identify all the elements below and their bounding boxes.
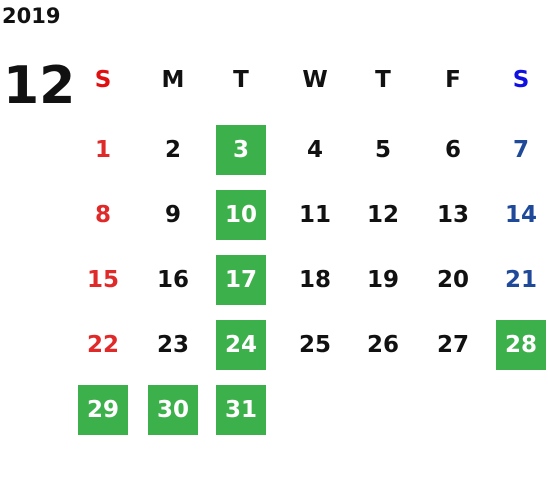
highlighted-day: 28 [496, 320, 546, 370]
day: 13 [436, 202, 469, 228]
month: 12 [3, 56, 76, 116]
weekday-header: S [94, 67, 112, 93]
day: 22 [86, 332, 119, 358]
day: 8 [94, 202, 111, 228]
day: 2 [164, 137, 181, 163]
highlighted-day: 10 [216, 190, 266, 240]
highlighted-day: 17 [216, 255, 266, 305]
highlighted-day: 3 [216, 125, 266, 175]
day: 5 [374, 137, 391, 163]
weekday-header: T [375, 67, 391, 93]
day: 23 [156, 332, 189, 358]
weekday-header: T [233, 67, 249, 93]
highlighted-day: 24 [216, 320, 266, 370]
highlighted-day: 30 [148, 385, 198, 435]
weekday-header: W [302, 67, 328, 93]
day: 11 [298, 202, 331, 228]
day: 12 [366, 202, 399, 228]
day: 19 [366, 267, 399, 293]
day: 16 [156, 267, 189, 293]
weekday-header: M [161, 67, 185, 93]
highlighted-day: 29 [78, 385, 128, 435]
highlighted-day: 31 [216, 385, 266, 435]
day: 1 [94, 137, 111, 163]
day: 15 [86, 267, 119, 293]
day: 18 [298, 267, 331, 293]
day: 20 [436, 267, 469, 293]
day: 14 [504, 202, 537, 228]
weekday-header: F [445, 67, 461, 93]
day: 26 [366, 332, 399, 358]
day: 6 [444, 137, 461, 163]
weekday-header: S [512, 67, 530, 93]
day: 7 [512, 137, 529, 163]
day: 25 [298, 332, 331, 358]
year: 2019 [2, 4, 61, 28]
day: 21 [504, 267, 537, 293]
day: 4 [306, 137, 323, 163]
day: 27 [436, 332, 469, 358]
day: 9 [164, 202, 181, 228]
